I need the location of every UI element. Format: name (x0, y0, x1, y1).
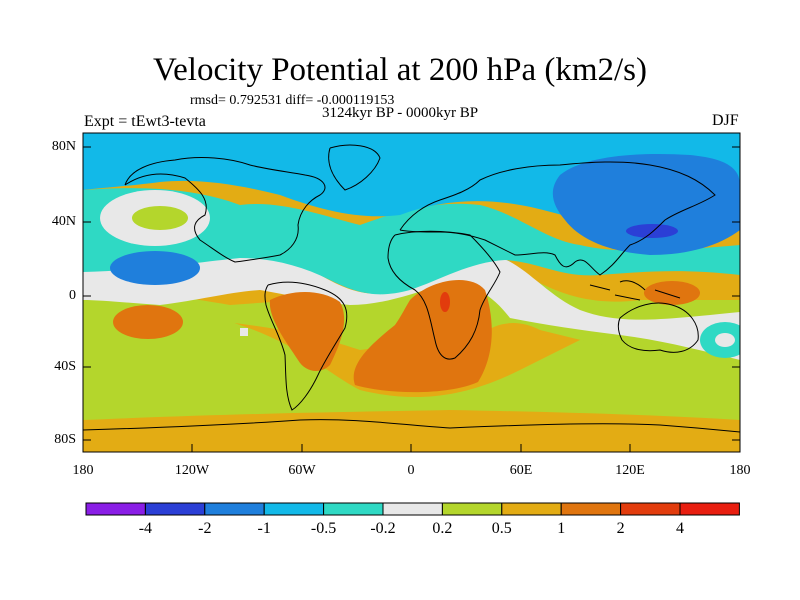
fill-red-africa (440, 292, 450, 312)
lon-label-60w: 60W (288, 463, 316, 478)
lon-label-180e: 180 (729, 463, 751, 478)
colorbar-box-10 (679, 502, 740, 516)
colorbar-level-label: -1 (257, 520, 271, 537)
axis-ticks (82, 146, 741, 452)
colorbar-box-4 (323, 502, 384, 516)
fill-white-band (83, 250, 740, 360)
fill-teal-band (83, 188, 740, 295)
fill-darkblue-japan (626, 224, 678, 238)
lat-label-80s: 80S (54, 432, 76, 447)
lon-label-120e: 120E (615, 463, 645, 478)
colorbar-level-label: 4 (676, 520, 684, 537)
coast-eurasia (399, 161, 716, 276)
colorbar-box-9 (620, 502, 681, 516)
plot-title: Velocity Potential at 200 hPa (km2/s) (152, 52, 648, 88)
coastlines (83, 144, 740, 433)
fill-orange-samerica (269, 292, 345, 372)
lat-label-0: 0 (69, 288, 76, 303)
fill-white-swpacific (715, 333, 735, 347)
colorbar-box-5 (382, 502, 443, 516)
lon-label-0: 0 (407, 463, 415, 478)
rmsd-diff-text: rmsd= 0.792531 diff= -0.000119153 (190, 93, 395, 108)
fill-blue-epacific (110, 251, 200, 285)
coast-south-america (264, 281, 348, 411)
fill-lime-npacific (132, 206, 188, 230)
colorbar-boxes (85, 502, 740, 516)
colorbar-box-3 (263, 502, 325, 516)
colorbar-level-label: 0.5 (491, 520, 512, 537)
colorbar-level-label: -4 (138, 520, 153, 537)
fill-orange-australia (644, 281, 700, 305)
season-label: DJF (712, 112, 739, 129)
colorbar-level-label: 2 (616, 520, 625, 537)
coast-australia (617, 302, 699, 353)
lon-label-120w: 120W (174, 463, 210, 478)
colorbar-box-6 (441, 502, 503, 516)
coast-greenland (328, 144, 381, 191)
colorbar-box-2 (204, 502, 265, 516)
colorbar-box-8 (560, 502, 622, 516)
coast-north-america (124, 157, 326, 263)
fill-white-patch (240, 328, 248, 336)
colorbar-level-label: 0.2 (432, 520, 453, 537)
experiment-label: Expt = tEwt3-tevta (84, 113, 206, 130)
colorbar-box-7 (501, 502, 562, 516)
lon-label-60e: 60E (509, 463, 533, 478)
colorbar-box-1 (144, 502, 206, 516)
colorbar-level-label: -0.5 (310, 520, 337, 537)
lat-label-40n: 40N (51, 214, 76, 229)
lat-label-80n: 80N (51, 139, 76, 154)
coast-africa (387, 230, 501, 360)
coast-indonesia (589, 280, 681, 301)
colorbar-box-0 (85, 502, 146, 516)
colorbar-level-label: -2 (198, 520, 212, 537)
fill-orange-spacific (113, 305, 183, 339)
colorbar-level-label: -0.2 (370, 520, 396, 537)
period-text: 3124kyr BP - 0000kyr BP (322, 105, 479, 121)
contour-field (83, 133, 740, 452)
lon-label-180w: 180 (72, 463, 94, 478)
lat-label-40s: 40S (54, 359, 76, 374)
coast-antarctica (83, 419, 740, 433)
fill-orange-africa (353, 279, 492, 393)
colorbar-level-label: 1 (557, 520, 566, 537)
